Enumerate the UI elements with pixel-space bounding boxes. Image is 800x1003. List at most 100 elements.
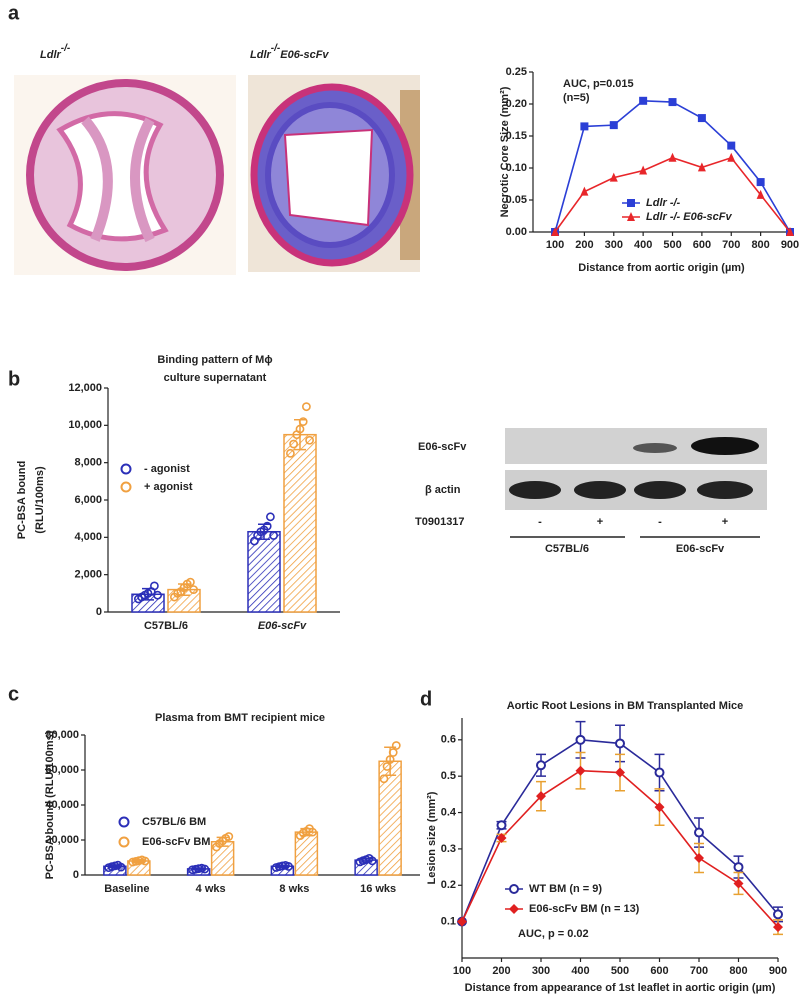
y-tick-label: 0.5 — [441, 770, 456, 782]
y-tick-label: 0 — [73, 869, 79, 881]
micrograph — [14, 75, 236, 275]
y-tick-label: 20,000 — [45, 834, 79, 846]
y-axis-label: Lesion size (mm²) — [426, 791, 438, 884]
blot-sign: - — [658, 516, 662, 528]
marker — [551, 227, 560, 236]
point — [367, 856, 377, 866]
y-axis-label: Necrotic Core Size (mm²) — [499, 86, 511, 217]
x-tick-label: 100 — [546, 239, 564, 251]
y-tick-label: 0.1 — [441, 916, 456, 928]
marker — [639, 96, 648, 105]
x-tick-label: 800 — [751, 239, 769, 251]
legend-marker — [120, 463, 132, 475]
legend-label: E06-scFv BM (n = 13) — [529, 903, 640, 915]
marker — [575, 765, 586, 776]
annotation: (n=5) — [563, 92, 590, 104]
point — [189, 585, 198, 594]
panel-letter: a — [8, 2, 20, 24]
legend-label: + agonist — [144, 481, 193, 493]
marker — [509, 884, 519, 894]
point — [153, 590, 162, 600]
chart-title: culture supernatant — [164, 372, 267, 384]
point — [382, 762, 392, 771]
x-tick-label: 700 — [722, 239, 740, 251]
y-tick-label: 0.3 — [441, 843, 456, 855]
x-tick-label: 400 — [634, 239, 652, 251]
bar — [247, 530, 281, 613]
y-tick-label: 0.00 — [506, 226, 527, 238]
marker — [639, 165, 648, 175]
point — [385, 755, 395, 764]
point — [289, 439, 298, 449]
y-tick-label: 0.4 — [441, 806, 457, 818]
x-tick-label: 300 — [605, 239, 623, 251]
bar — [378, 760, 402, 876]
x-tick-label: 8 wks — [279, 883, 309, 895]
y-tick-label: 12,000 — [68, 382, 102, 394]
point — [140, 856, 150, 866]
point — [200, 864, 210, 874]
marker — [697, 162, 706, 172]
point — [305, 435, 314, 445]
point — [388, 748, 398, 757]
marker — [509, 904, 519, 914]
marker — [609, 121, 618, 130]
y-tick-label: 0.20 — [506, 98, 527, 110]
legend-marker — [120, 481, 132, 493]
marker — [694, 853, 704, 863]
point — [262, 521, 272, 531]
point — [149, 581, 159, 591]
legend-label: C57BL/6 BM — [142, 816, 206, 828]
point — [284, 862, 293, 871]
legend-label: Ldlr -/- E06-scFv — [646, 211, 732, 223]
x-tick-label: 600 — [693, 239, 711, 251]
x-tick-label: C57BL/6 — [144, 620, 188, 632]
marker — [580, 122, 589, 131]
annotation: AUC, p=0.015 — [563, 78, 634, 90]
y-tick-label: 6,000 — [74, 494, 102, 506]
x-tick-label: 900 — [769, 965, 787, 977]
point — [308, 827, 317, 837]
blot-row-label: β actin — [425, 484, 461, 496]
marker — [609, 172, 618, 182]
marker — [627, 199, 635, 207]
legend-marker — [118, 836, 130, 848]
x-tick-label: 100 — [453, 965, 471, 977]
marker — [496, 833, 507, 843]
point — [391, 741, 401, 750]
y-tick-label: 60,000 — [45, 764, 79, 776]
marker — [727, 141, 736, 150]
y-tick-label: 0 — [96, 606, 102, 618]
annotation: AUC, p = 0.02 — [518, 928, 589, 940]
panel-letter: b — [8, 368, 20, 390]
x-tick-label: 16 wks — [360, 883, 396, 895]
marker — [615, 767, 625, 778]
point — [269, 531, 278, 540]
image-label: Ldlr-/-E06-scFv — [250, 43, 329, 61]
x-tick-label: 4 wks — [196, 883, 226, 895]
x-tick-label: 600 — [650, 965, 668, 977]
blot-row-label: E06-scFv — [418, 441, 467, 453]
x-tick-label: 500 — [611, 965, 629, 977]
x-tick-label: 200 — [492, 965, 510, 977]
marker — [786, 227, 794, 236]
chart-title: Plasma from BMT recipient mice — [155, 712, 325, 724]
blot — [505, 428, 767, 538]
point — [116, 862, 126, 872]
x-tick-label: 200 — [575, 239, 593, 251]
y-axis-label: PC-BSA bound (RLU/100ms) — [44, 730, 56, 879]
point — [295, 424, 305, 434]
point — [298, 417, 308, 426]
marker — [727, 152, 736, 162]
panel-letter: d — [420, 688, 432, 710]
marker — [580, 186, 589, 196]
point — [285, 448, 295, 458]
chart-title: Aortic Root Lesions in BM Transplanted M… — [507, 700, 744, 712]
x-tick-label: 700 — [690, 965, 708, 977]
marker — [627, 212, 635, 221]
x-tick-label: 500 — [663, 239, 681, 251]
x-tick-label: E06-scFv — [258, 620, 307, 632]
legend-label: Ldlr -/- — [646, 197, 681, 209]
marker — [654, 802, 665, 813]
marker — [694, 827, 704, 838]
